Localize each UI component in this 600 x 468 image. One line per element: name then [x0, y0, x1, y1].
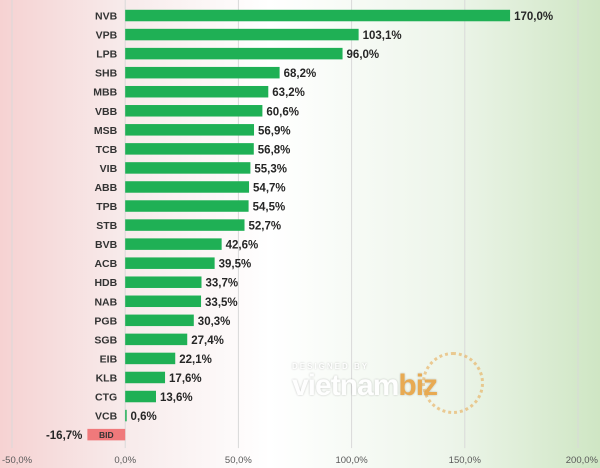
category-label-eib: EIB [100, 353, 118, 365]
category-label-lpb: LPB [96, 49, 117, 61]
bar-mbb [125, 85, 269, 98]
bar-ctg [125, 390, 156, 403]
category-label-tcb: TCB [96, 144, 118, 156]
category-label-abb: ABB [94, 182, 117, 194]
category-label-sgb: SGB [94, 334, 117, 346]
value-label-eib: 22,1% [179, 354, 212, 366]
value-label-abb: 54,7% [253, 182, 286, 194]
value-label-klb: 17,6% [169, 373, 202, 385]
bar-vcb [125, 409, 127, 422]
bar-nvb [125, 9, 511, 22]
category-label-vpb: VPB [96, 30, 118, 42]
value-label-bid: -16,7% [46, 430, 82, 442]
value-label-msb: 56,9% [258, 125, 291, 137]
bar-hdb [125, 276, 202, 288]
bar-sgb [125, 333, 188, 346]
value-label-hdb: 33,7% [205, 278, 238, 290]
value-label-vcb: 0,6% [131, 411, 157, 423]
bar-nab [125, 295, 202, 308]
value-label-bvb: 42,6% [226, 240, 259, 252]
category-label-stb: STB [96, 220, 117, 232]
category-label-ctg: CTG [95, 392, 117, 404]
bar-eib [125, 352, 176, 365]
value-label-shb: 68,2% [284, 68, 317, 80]
bar-bvb [125, 238, 222, 250]
category-label-acb: ACB [94, 258, 117, 270]
value-label-ctg: 13,6% [160, 392, 193, 404]
category-label-nvb: NVB [95, 11, 118, 23]
watermark-brand-accent: biz [398, 369, 438, 402]
bar-msb [125, 124, 255, 136]
bar-vpb [125, 28, 359, 41]
value-label-vbb: 60,6% [266, 106, 299, 118]
value-label-stb: 52,7% [249, 221, 282, 233]
watermark-designed-by: DESIGNED BY [292, 362, 370, 371]
category-label-tpb: TPB [96, 201, 117, 213]
x-tick-label-4: 150,0% [449, 455, 482, 466]
category-label-mbb: MBB [93, 87, 117, 99]
x-tick-label-1: 0,0% [114, 455, 136, 466]
category-label-pgb: PGB [94, 315, 117, 327]
bar-abb [125, 181, 250, 193]
value-label-lpb: 96,0% [347, 49, 380, 61]
bar-vib [125, 162, 251, 174]
watermark-brand: vietnambiz [292, 371, 492, 401]
category-label-msb: MSB [94, 125, 118, 137]
bar-tcb [125, 143, 254, 155]
watermark-brand-main: vietnam [292, 369, 399, 402]
bar-tpb [125, 200, 249, 212]
value-label-tcb: 56,8% [258, 144, 291, 156]
watermark-logo: DESIGNED BY vietnambiz [292, 352, 492, 414]
category-label-klb: KLB [96, 372, 118, 384]
value-label-vib: 55,3% [254, 163, 287, 175]
category-label-nab: NAB [94, 296, 117, 308]
bar-acb [125, 257, 215, 269]
category-label-bid: BID [99, 430, 114, 440]
watermark-ring-icon [422, 352, 484, 414]
value-label-sgb: 27,4% [191, 335, 224, 347]
bar-vbb [125, 105, 263, 117]
value-label-mbb: 63,2% [272, 87, 305, 99]
bar-shb [125, 66, 280, 79]
value-label-pgb: 30,3% [198, 316, 231, 328]
bar-pgb [125, 314, 194, 327]
value-label-vpb: 103,1% [363, 30, 402, 42]
category-label-vbb: VBB [95, 106, 118, 118]
value-label-nvb: 170,0% [514, 11, 553, 23]
bar-klb [125, 371, 166, 384]
category-label-shb: SHB [95, 68, 118, 80]
bar-bid [87, 428, 126, 441]
value-label-nab: 33,5% [205, 297, 238, 309]
category-label-hdb: HDB [94, 277, 117, 289]
category-label-vcb: VCB [95, 411, 118, 423]
value-label-tpb: 54,5% [253, 202, 286, 214]
category-label-vib: VIB [100, 163, 118, 175]
x-tick-label-3: 100,0% [335, 455, 368, 466]
value-label-acb: 39,5% [219, 259, 252, 271]
x-tick-label-0: -50,0% [2, 455, 33, 466]
bar-stb [125, 219, 245, 231]
x-tick-label-5: 200,0% [566, 455, 599, 466]
category-label-bvb: BVB [95, 239, 118, 251]
bar-lpb [125, 47, 343, 60]
x-tick-label-2: 50,0% [225, 455, 252, 466]
